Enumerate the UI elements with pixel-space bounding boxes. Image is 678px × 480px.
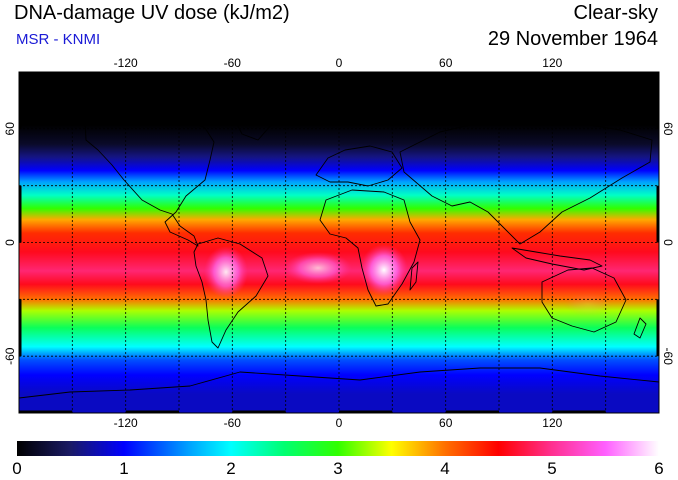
colorbar-strip xyxy=(17,441,659,456)
coastline-africa xyxy=(319,189,421,307)
colorbar-tick-label: 5 xyxy=(547,459,556,478)
lon-label-bottom: 60 xyxy=(439,416,453,430)
map-plot-area xyxy=(19,72,659,413)
lon-label-top: 60 xyxy=(439,56,453,70)
source-label: MSR - KNMI xyxy=(16,31,101,48)
lat-label-left: 0 xyxy=(3,239,17,246)
frame-segments xyxy=(18,71,660,414)
colorbar-tick-label: 3 xyxy=(333,459,342,478)
colorbar-tick-label: 1 xyxy=(119,459,128,478)
lon-label-bottom: -120 xyxy=(114,416,138,430)
map-title: DNA-damage UV dose (kJ/m2) xyxy=(14,2,290,24)
lon-labels-bottom: -120 -60 0 60 120 xyxy=(114,416,563,430)
lat-label-right: 60 xyxy=(661,122,675,136)
coastline-new-zealand xyxy=(633,317,647,339)
lat-label-left: 60 xyxy=(3,122,17,136)
uv-hotspots xyxy=(204,244,612,316)
sky-mode-label: Clear-sky xyxy=(573,2,658,24)
lon-labels-top: -120 -60 0 60 120 xyxy=(114,56,563,70)
uv-hotspot xyxy=(204,246,248,298)
date-label: 29 November 1964 xyxy=(487,28,658,50)
lon-label-bottom: 0 xyxy=(336,416,343,430)
coastline-greenland xyxy=(231,95,281,141)
lon-label-top: -120 xyxy=(114,56,138,70)
lon-label-bottom: 120 xyxy=(542,416,562,430)
coastline-south-america xyxy=(193,237,269,349)
graticule xyxy=(19,72,659,413)
lat-labels-right: 60 0 -60 xyxy=(661,122,675,365)
lon-label-top: 120 xyxy=(542,56,562,70)
uv-dose-map: -120 -60 0 60 120 -120 -60 0 60 120 60 0… xyxy=(3,56,675,430)
lat-label-right: 0 xyxy=(661,239,675,246)
uv-hotspot xyxy=(284,252,352,284)
uv-hotspot xyxy=(360,244,408,296)
coastlines xyxy=(19,95,659,399)
lat-label-right: -60 xyxy=(661,348,675,366)
lat-label-left: -60 xyxy=(3,347,17,365)
coastline-australia xyxy=(541,267,627,333)
lon-label-top: 0 xyxy=(336,56,343,70)
colorbar-ticks: 0 1 2 3 4 5 6 xyxy=(12,459,663,478)
lon-label-bottom: -60 xyxy=(224,416,242,430)
lat-labels-left: 60 0 -60 xyxy=(3,122,17,365)
lon-label-top: -60 xyxy=(224,56,242,70)
coastline-indonesia xyxy=(511,247,603,271)
uv-hotspot xyxy=(564,292,612,316)
colorbar-tick-label: 2 xyxy=(226,459,235,478)
colorbar-tick-label: 6 xyxy=(654,459,663,478)
coastline-madagascar xyxy=(409,261,419,291)
colorbar-tick-label: 0 xyxy=(12,459,21,478)
coastline-antarctica xyxy=(19,367,659,399)
coastline-asia xyxy=(399,117,653,245)
colorbar-tick-label: 4 xyxy=(440,459,449,478)
